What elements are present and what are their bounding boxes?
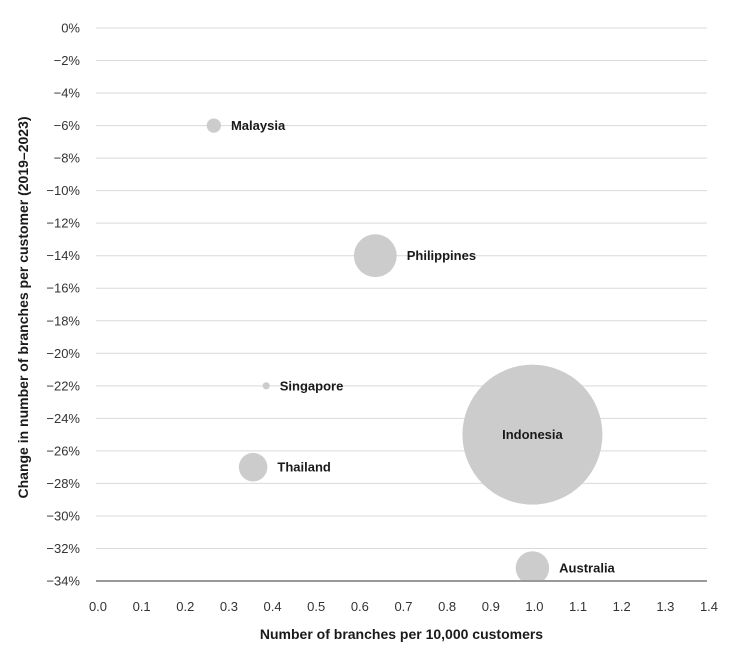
bubble-philippines: [353, 234, 397, 278]
label-australia: Australia: [559, 560, 615, 575]
x-tick-label: 0.8: [438, 599, 456, 614]
y-tick-label: −6%: [54, 118, 81, 133]
x-tick-label: 1.2: [613, 599, 631, 614]
label-philippines: Philippines: [407, 248, 476, 263]
bubbles: [206, 118, 603, 581]
y-tick-label: −2%: [54, 53, 81, 68]
y-tick-label: −20%: [46, 346, 80, 361]
x-tick-label: 0.2: [176, 599, 194, 614]
y-axis-title: Change in number of branches per custome…: [15, 116, 31, 498]
x-tick-label: 1.3: [656, 599, 674, 614]
y-tick-label: −22%: [46, 378, 80, 393]
gridlines: [96, 27, 707, 549]
x-tick-label: 0.3: [220, 599, 238, 614]
y-tick-label: −34%: [46, 574, 80, 589]
x-tick-label: 1.1: [569, 599, 587, 614]
bubble-australia: [515, 551, 550, 581]
x-tick-label: 0.5: [307, 599, 325, 614]
bubble-malaysia: [206, 118, 221, 133]
x-tick-label: 0.6: [351, 599, 369, 614]
label-thailand: Thailand: [277, 460, 331, 475]
x-tick-labels: 0.0 0.1 0.2 0.3 0.4 0.5 0.6 0.7 0.8 0.9 1.0 1.1 1.2 1…: [89, 599, 718, 614]
x-tick-label: 1.0: [525, 599, 543, 614]
bubble-thailand: [238, 452, 268, 482]
x-tick-label: 0.0: [89, 599, 107, 614]
x-tick-label: 0.4: [264, 599, 282, 614]
y-tick-label: −28%: [46, 476, 80, 491]
x-tick-label: 0.1: [133, 599, 151, 614]
y-tick-label: −18%: [46, 313, 80, 328]
y-tick-labels: 0% −2% −4% −6% −8% −10% −12% −14% −16% −18% −20% −2…: [46, 21, 80, 589]
x-tick-label: 1.4: [700, 599, 718, 614]
bubble-singapore: [262, 382, 270, 390]
y-tick-label: −14%: [46, 248, 80, 263]
label-singapore: Singapore: [280, 378, 344, 393]
y-tick-label: −24%: [46, 411, 80, 426]
y-tick-label: −12%: [46, 216, 80, 231]
y-tick-label: −26%: [46, 443, 80, 458]
y-tick-label: −4%: [54, 86, 81, 101]
x-tick-label: 0.9: [482, 599, 500, 614]
y-tick-label: −30%: [46, 508, 80, 523]
label-indonesia: Indonesia: [502, 427, 563, 442]
x-axis-title: Number of branches per 10,000 customers: [260, 626, 543, 642]
y-tick-label: −16%: [46, 281, 80, 296]
point-labels: Malaysia Philippines Singapore Indonesia Tha…: [231, 118, 616, 575]
y-tick-label: −10%: [46, 183, 80, 198]
y-tick-label: −8%: [54, 151, 81, 166]
y-tick-label: −32%: [46, 541, 80, 556]
x-tick-label: 0.7: [394, 599, 412, 614]
label-malaysia: Malaysia: [231, 118, 286, 133]
y-tick-label: 0%: [61, 21, 80, 36]
bubble-indonesia: [462, 364, 603, 505]
